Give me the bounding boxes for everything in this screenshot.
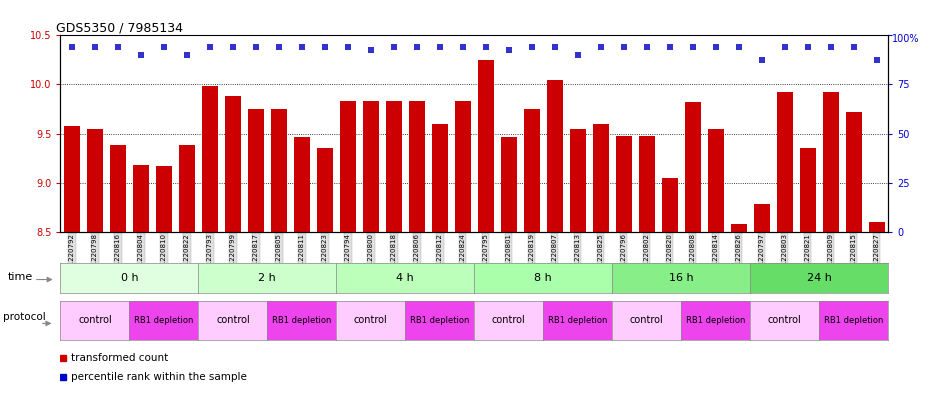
Bar (500, 136, 517, 232)
Text: protocol: protocol (3, 312, 46, 322)
Text: 8 h: 8 h (535, 273, 552, 283)
Bar (432, 124, 448, 232)
Bar (294, 136, 310, 232)
Text: transformed count: transformed count (71, 353, 168, 363)
Bar (823, 92, 839, 232)
Text: control: control (354, 315, 388, 325)
Bar (455, 101, 471, 232)
Bar (869, 222, 884, 232)
Text: 100%: 100% (892, 34, 920, 44)
Bar (409, 101, 425, 232)
Bar (110, 145, 126, 232)
Bar (708, 129, 724, 232)
Bar (777, 92, 792, 232)
Bar (616, 136, 631, 232)
Bar (133, 165, 149, 232)
Text: RB1 depletion: RB1 depletion (272, 316, 332, 325)
Text: RB1 depletion: RB1 depletion (824, 316, 884, 325)
Text: percentile rank within the sample: percentile rank within the sample (71, 372, 246, 382)
Bar (478, 60, 494, 232)
Text: RB1 depletion: RB1 depletion (686, 316, 746, 325)
Text: control: control (216, 315, 250, 325)
Text: control: control (492, 315, 525, 325)
Bar (156, 166, 172, 232)
Text: RB1 depletion: RB1 depletion (410, 316, 470, 325)
Bar (661, 178, 678, 232)
Bar (202, 86, 218, 232)
Bar (800, 149, 816, 232)
Text: 24 h: 24 h (806, 273, 831, 283)
Text: RB1 depletion: RB1 depletion (548, 316, 607, 325)
Bar (524, 109, 539, 232)
Bar (684, 102, 701, 232)
Bar (547, 79, 563, 232)
Bar (845, 112, 862, 232)
Bar (753, 204, 770, 232)
Text: 2 h: 2 h (259, 273, 276, 283)
Bar (317, 149, 333, 232)
Bar (639, 136, 655, 232)
Text: 0 h: 0 h (121, 273, 139, 283)
Text: GDS5350 / 7985134: GDS5350 / 7985134 (57, 21, 183, 34)
Bar (179, 145, 195, 232)
Bar (731, 224, 747, 232)
Bar (225, 96, 241, 232)
Text: 4 h: 4 h (396, 273, 414, 283)
Bar (363, 101, 379, 232)
Bar (386, 101, 402, 232)
Text: RB1 depletion: RB1 depletion (134, 316, 193, 325)
Text: control: control (630, 315, 664, 325)
Bar (64, 126, 80, 232)
Bar (86, 129, 103, 232)
Bar (592, 124, 609, 232)
Text: control: control (768, 315, 802, 325)
Bar (247, 109, 264, 232)
Text: time: time (7, 272, 33, 281)
Text: control: control (78, 315, 112, 325)
Text: 16 h: 16 h (669, 273, 694, 283)
Bar (570, 129, 586, 232)
Bar (339, 101, 356, 232)
Bar (271, 109, 287, 232)
